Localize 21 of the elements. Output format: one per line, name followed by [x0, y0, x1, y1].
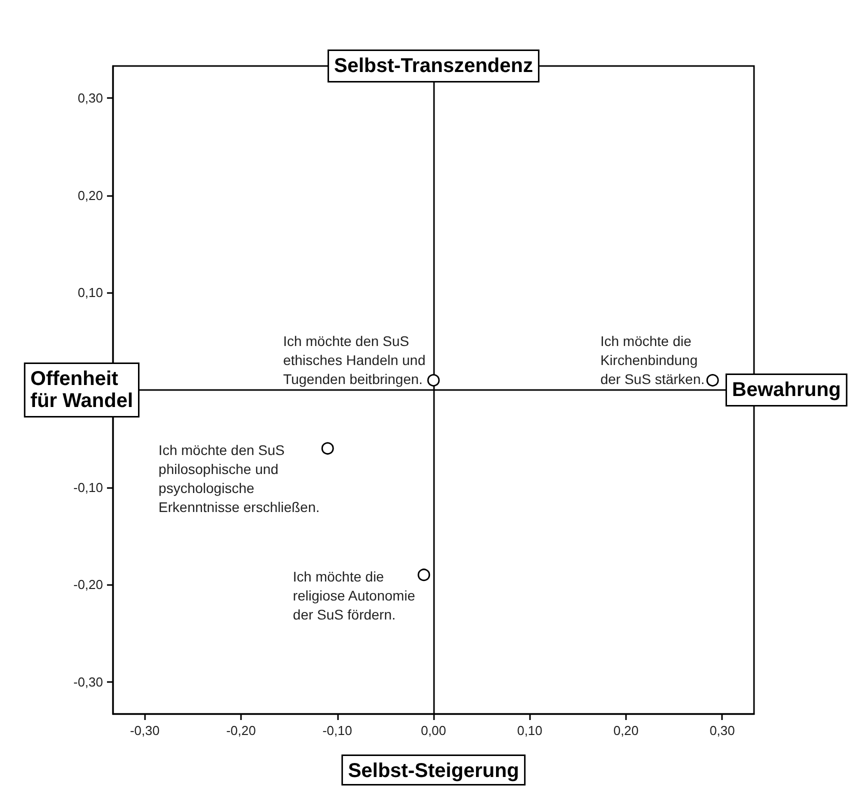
y-tick-label: -0,10: [73, 480, 103, 495]
y-tick-label: -0,30: [73, 674, 103, 690]
annotation: Ich möchte die religiose Autonomie der SuS fördern.: [292, 568, 416, 622]
x-tick-label: -0,20: [226, 723, 256, 738]
x-axis-title: Selbst-Steigerung: [348, 760, 520, 782]
y-axis-title: Offenheit für Wandel: [30, 368, 134, 412]
annotation: Ich möchte den SuS ethisches Handeln und Tugenden beitbringen.: [283, 332, 426, 387]
x-tick-label: -0,30: [130, 723, 160, 738]
y-tick-label: 0,30: [78, 90, 103, 106]
y-tick-label: -0,20: [73, 577, 103, 592]
x-tick-label: 0,30: [710, 723, 735, 738]
y-tick-label: 0,20: [78, 188, 103, 203]
annotation: Ich möchte die Kirchenbindung der SuS stärken.: [600, 332, 705, 387]
x-tick-label: -0,10: [322, 723, 352, 738]
x-tick-label: 0,00: [420, 723, 446, 738]
x-tick-label: 0,20: [613, 723, 639, 738]
y-tick-label: 0,10: [78, 285, 103, 300]
annotation: Ich möchte den SuS philosophische und psychologische Erkenntnisse erschließen.: [158, 442, 320, 515]
ref-line-label: Bewahrung: [732, 379, 841, 401]
ref-line-label: Selbst-Transzendenz: [334, 55, 533, 77]
x-tick-label: 0,10: [517, 723, 542, 738]
